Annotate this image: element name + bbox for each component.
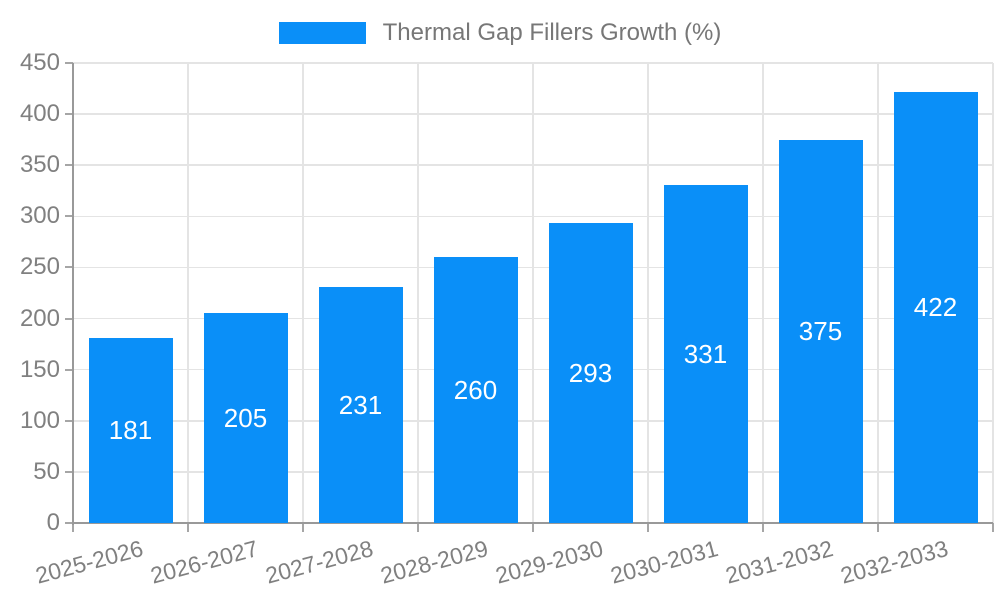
x-axis-tick <box>992 523 994 532</box>
y-axis-line <box>72 63 74 525</box>
x-tick-label: 2032-2033 <box>837 535 951 589</box>
y-axis-tick <box>65 266 73 269</box>
v-gridline <box>302 63 304 523</box>
x-axis-tick <box>877 523 879 532</box>
y-tick-label: 250 <box>19 253 60 281</box>
x-axis-tick <box>72 523 74 532</box>
bar-value-label: 331 <box>683 338 728 369</box>
bar-value-label: 293 <box>568 358 613 389</box>
bar-value-label: 422 <box>913 292 958 323</box>
legend-label: Thermal Gap Fillers Growth (%) <box>382 19 722 46</box>
legend-swatch <box>278 22 366 44</box>
bar-value-label: 205 <box>223 403 268 434</box>
bar <box>433 257 518 523</box>
x-tick-label: 2026-2027 <box>147 535 261 589</box>
y-tick-label: 150 <box>19 355 60 383</box>
legend[interactable]: Thermal Gap Fillers Growth (%) <box>0 19 1000 47</box>
y-tick-label: 0 <box>46 509 60 536</box>
x-axis-tick <box>187 523 189 532</box>
y-tick-label: 450 <box>19 49 60 76</box>
x-tick-label: 2025-2026 <box>32 535 146 589</box>
y-tick-label: 200 <box>19 304 60 332</box>
bar <box>318 286 403 523</box>
y-tick-label: 350 <box>19 151 60 179</box>
bar <box>663 184 748 523</box>
v-gridline <box>417 63 419 523</box>
v-gridline <box>992 63 994 523</box>
x-tick-label: 2027-2028 <box>262 535 376 589</box>
x-axis-tick <box>302 523 304 532</box>
v-gridline <box>532 63 534 523</box>
bar-value-label: 260 <box>453 375 498 406</box>
y-axis-tick <box>65 62 73 64</box>
x-axis-tick <box>762 523 764 532</box>
y-axis-tick <box>65 164 73 167</box>
x-tick-label: 2030-2031 <box>607 535 721 589</box>
y-tick-label: 50 <box>33 457 60 485</box>
x-axis-line <box>73 522 993 524</box>
y-tick-label: 300 <box>19 202 60 230</box>
v-gridline <box>647 63 649 523</box>
x-tick-label: 2029-2030 <box>492 535 606 589</box>
x-axis-tick <box>417 523 419 532</box>
y-axis-tick <box>65 470 73 473</box>
y-axis-tick <box>65 522 73 524</box>
x-tick-label: 2031-2032 <box>722 535 836 589</box>
v-gridline <box>877 63 879 523</box>
y-axis-tick <box>65 113 73 116</box>
y-axis-tick <box>65 317 73 320</box>
y-tick-label: 100 <box>19 406 60 434</box>
x-axis-tick <box>532 523 534 532</box>
y-tick-label: 400 <box>19 100 60 128</box>
x-axis-tick <box>647 523 649 532</box>
y-axis-tick <box>65 215 73 218</box>
bar-value-label: 375 <box>798 316 843 347</box>
v-gridline <box>187 63 189 523</box>
bar <box>778 139 863 523</box>
v-gridline <box>762 63 764 523</box>
y-axis-tick <box>65 419 73 422</box>
x-tick-label: 2028-2029 <box>377 535 491 589</box>
y-axis-tick <box>65 368 73 371</box>
bar-value-label: 231 <box>338 389 383 420</box>
bar <box>88 337 173 523</box>
bar-value-label: 181 <box>108 415 153 446</box>
bar <box>548 223 633 523</box>
bar <box>893 91 978 523</box>
bar <box>203 313 288 523</box>
